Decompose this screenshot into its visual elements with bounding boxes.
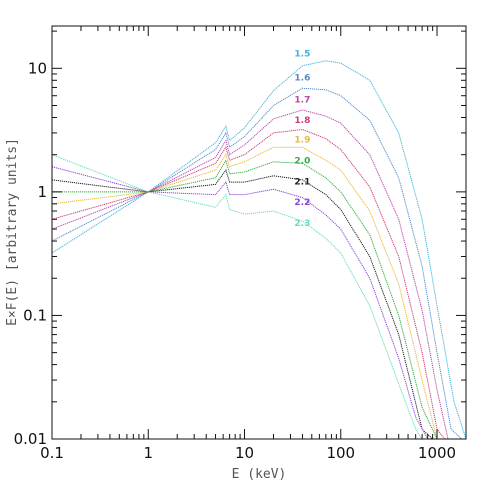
series-curves [51, 60, 467, 440]
series-label-1-7: 1.7 [294, 95, 310, 105]
series-line-1-6 [51, 87, 462, 440]
y-tick-label: 0.01 [14, 430, 47, 448]
x-tick-label: 10 [235, 444, 254, 462]
series-label-1-6: 1.6 [294, 73, 310, 83]
x-tick-label: 0.1 [40, 444, 64, 462]
plot-frame [51, 25, 467, 440]
y-tick-label: 10 [28, 59, 47, 77]
series-line-2-1 [51, 169, 433, 440]
series-label-2-1: 2.1 [294, 177, 310, 187]
series-label-2-2: 2.2 [294, 198, 310, 208]
x-axis-title: E (keV) [232, 467, 287, 482]
y-tick-label: 1 [37, 183, 47, 201]
series-line-2-2 [51, 166, 429, 440]
series-labels: 1.5 1.6 1.7 1.8 1.9 2.0 2.1 2.2 2.3 [294, 49, 310, 229]
y-tick-label: 0.1 [23, 306, 47, 324]
y-axis-title: E×F(E) [arbitrary units] [5, 138, 20, 326]
series-label-1-5: 1.5 [294, 49, 310, 59]
series-label-2-0: 2.0 [294, 156, 310, 166]
series-line-1-7 [51, 109, 449, 440]
x-tick-label: 100 [326, 444, 355, 462]
x-tick-label: 1 [144, 444, 154, 462]
series-line-2-0 [52, 159, 438, 440]
series-label-1-9: 1.9 [294, 136, 310, 146]
x-tick-label: 1000 [418, 444, 456, 462]
series-label-2-3: 2.3 [294, 219, 310, 229]
series-line-1-9 [51, 146, 441, 440]
series-line-1-5 [51, 60, 467, 440]
series-line-2-3 [51, 154, 423, 440]
series-label-1-8: 1.8 [294, 116, 310, 126]
